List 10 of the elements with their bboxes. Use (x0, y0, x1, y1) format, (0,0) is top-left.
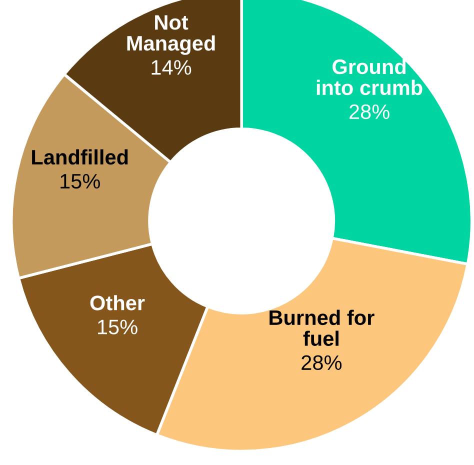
slice-label: Landfilled (32, 149, 128, 165)
data-label: 14% (152, 60, 192, 75)
data-label: 28% (350, 104, 390, 120)
data-label: 28% (302, 355, 342, 370)
slice-label: Ground into crumb (316, 58, 422, 96)
slice-label: Other (90, 295, 145, 310)
data-label: 15% (60, 174, 100, 189)
slice-label: Burned for fuel (270, 310, 374, 346)
data-label: 15% (98, 320, 138, 334)
slice-label: Not Managed (127, 15, 215, 55)
